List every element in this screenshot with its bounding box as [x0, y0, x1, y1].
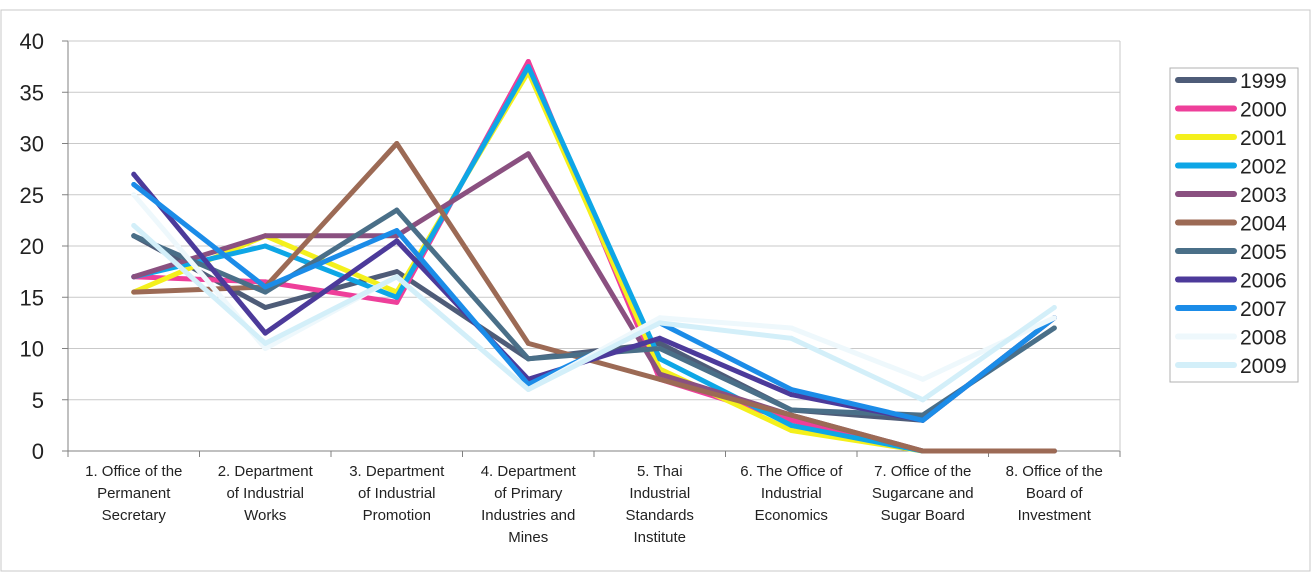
data-point-2001	[788, 428, 794, 433]
legend-label-2002: 2002	[1240, 156, 1287, 179]
data-point-2000	[394, 299, 400, 305]
data-point-2008	[788, 325, 794, 331]
data-point-2008	[1051, 315, 1057, 321]
data-point-2002	[657, 356, 663, 362]
legend-label-2007: 2007	[1240, 298, 1287, 321]
y-tick-label: 35	[20, 80, 44, 105]
data-point-2004	[394, 141, 400, 146]
data-point-2005	[1051, 325, 1057, 331]
data-point-2007	[262, 284, 268, 290]
data-point-2005	[131, 233, 137, 239]
y-axis-tick-labels: 0 5 10 15 20 25 30 35 40	[20, 29, 44, 464]
data-point-1999	[262, 305, 268, 310]
data-point-2009	[131, 223, 137, 228]
legend: 1999 2000 2001 2002 2003 2004 2005 2006 2007 2008…	[1169, 67, 1299, 383]
data-point-2002	[394, 294, 400, 300]
data-point-2005	[657, 346, 663, 351]
data-point-2006	[262, 330, 268, 336]
legend-label-2005: 2005	[1240, 241, 1287, 264]
x-tick-label: 6. The Office of Industrial Economics	[740, 463, 843, 524]
legend-label-2009: 2009	[1240, 355, 1287, 378]
y-tick-label: 0	[32, 439, 44, 464]
y-tick-label: 5	[32, 388, 44, 413]
data-point-2006	[131, 171, 137, 177]
data-point-2005	[394, 207, 400, 213]
series-lines	[131, 59, 1057, 454]
x-tick-label: 7. Office of the Sugarcane and Sugar Board	[872, 463, 974, 524]
data-point-1999	[394, 269, 400, 275]
data-point-2007	[788, 387, 794, 392]
x-tick-label: 8. Office of the Board of Investment	[1006, 463, 1103, 524]
data-point-2002	[525, 64, 531, 70]
legend-label-2003: 2003	[1240, 184, 1287, 207]
data-point-2007	[394, 228, 400, 234]
data-point-2003	[262, 233, 268, 239]
data-point-2009	[262, 340, 268, 346]
data-point-2009	[1051, 305, 1057, 310]
data-point-2002	[788, 422, 794, 428]
data-point-2004	[1051, 448, 1057, 454]
data-point-2009	[920, 397, 926, 403]
data-point-2009	[788, 335, 794, 341]
data-point-2008	[262, 346, 268, 351]
data-point-2008	[131, 192, 137, 198]
data-point-2003	[525, 151, 531, 157]
data-point-2005	[525, 356, 531, 362]
legend-label-2008: 2008	[1240, 327, 1287, 350]
legend-label-2004: 2004	[1240, 213, 1287, 236]
data-point-2004	[788, 412, 794, 418]
data-point-2002	[262, 243, 268, 249]
data-point-2006	[788, 392, 794, 398]
x-tick-label: 3. Department of Industrial Promotion	[349, 463, 445, 524]
legend-label-2006: 2006	[1240, 270, 1287, 293]
data-point-2004	[525, 340, 531, 346]
y-tick-label: 30	[20, 132, 44, 157]
series-line-2009	[131, 223, 1057, 403]
data-point-2008	[920, 376, 926, 382]
x-tick-label: 2. Department of Industrial Works	[218, 463, 314, 524]
data-point-2004	[920, 448, 926, 454]
data-point-2006	[657, 335, 663, 341]
data-point-2006	[394, 238, 400, 244]
data-point-2009	[394, 274, 400, 280]
data-point-1999	[657, 340, 663, 346]
y-tick-label: 25	[20, 183, 44, 208]
legend-label-1999: 1999	[1240, 70, 1287, 93]
data-point-2004	[131, 289, 137, 295]
data-point-2007	[131, 182, 137, 187]
data-point-2008	[657, 315, 663, 321]
data-point-2007	[920, 417, 926, 423]
y-tick-label: 20	[20, 234, 44, 259]
x-tick-label: 5. Thai Industrial Standards Institute	[626, 463, 694, 546]
legend-label-2001: 2001	[1240, 127, 1287, 150]
data-point-2009	[525, 387, 531, 392]
data-point-2000	[525, 59, 531, 64]
data-point-2009	[657, 320, 663, 326]
y-tick-label: 15	[20, 285, 44, 310]
x-tick-label: 1. Office of the Permanent Secretary	[85, 463, 182, 524]
data-point-2003	[657, 371, 663, 377]
y-tick-label: 40	[20, 29, 44, 54]
data-point-2004	[657, 376, 663, 382]
y-tick-label: 10	[20, 337, 44, 362]
data-point-2005	[262, 289, 268, 295]
data-point-2000	[788, 417, 794, 423]
data-point-2005	[788, 407, 794, 413]
data-point-2003	[131, 274, 137, 280]
legend-label-2000: 2000	[1240, 99, 1287, 122]
x-tick-label: 4. Department of Primary Industries and Min…	[481, 463, 577, 546]
x-axis-tick-labels: 1. Office of the Permanent Secretary 2. Dep…	[85, 463, 1103, 546]
